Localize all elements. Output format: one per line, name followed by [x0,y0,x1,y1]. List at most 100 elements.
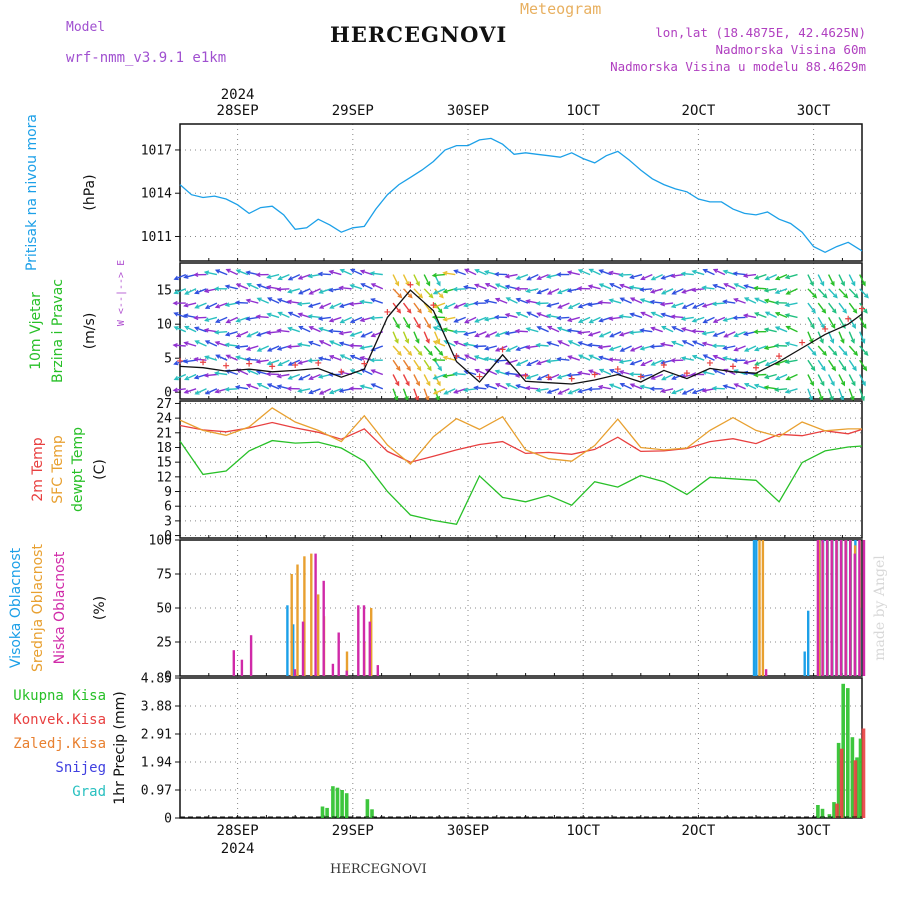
wind-vector-head [763,287,769,293]
wind-vector [610,283,622,290]
wind-vector [433,388,440,401]
wind-vector-head [194,340,200,345]
wind-vector [392,359,401,371]
wind-vector-head [691,354,698,360]
wind-vector-head [276,298,283,303]
wind-vector-head [245,346,252,351]
wind-vector-head [821,366,826,372]
wind-vector-head [650,361,656,366]
wind-vector [350,268,363,276]
wind-vector-head [743,331,749,336]
precip-bar-0 [846,688,850,818]
wind-vector [185,288,197,295]
wind-vector-head [404,396,409,402]
wind-vector-head [349,369,355,374]
wind-vector-head [425,281,431,287]
bottom-date-label: 2OCT [682,823,716,839]
wind-vector-head [681,289,687,294]
precip-bar-1 [861,728,866,818]
wind-vector-head [394,338,399,344]
wind-vector-head [407,350,413,357]
wind-vector-head [442,288,448,294]
wind-gust-marker [499,346,506,353]
wind-gust-marker [706,359,713,366]
wind-vector [650,288,663,293]
wind-vector [215,341,228,347]
wind-vector [184,359,197,363]
wind-vector-head [690,328,697,334]
wind-vector [547,388,560,394]
wind-vector-head [504,284,510,290]
wind-vector-head [484,383,490,389]
wind-vector-head [680,271,686,277]
wind-vector [433,302,446,308]
pressure-axis-label: Pritisak na nivou mora [24,114,40,271]
wind-vector [848,345,858,356]
wind-vector [807,331,814,343]
wind-vector [620,284,632,290]
precip-bar-0 [858,738,863,818]
wind-vector [474,283,487,290]
wind-vector-head [577,318,584,323]
wind-vector-head [598,368,605,373]
wind-vector [785,359,798,363]
wind-vector [225,302,238,306]
wind-vector-head [317,356,324,361]
wind-gust-marker [799,339,806,346]
wind-vector [443,373,456,378]
bottom-date-label: 30SEP [447,823,489,839]
wind-vector [661,388,674,393]
wind-vector [246,316,259,320]
wind-vector-head [577,354,584,359]
cloud-bar-2 [331,663,335,676]
wind-vector-head [577,303,583,309]
wind-vector [257,383,269,390]
wind-vector-head [712,268,719,274]
wind-gust-marker [361,360,368,367]
bottom-date-label: 28SEP [217,823,259,839]
wind-vector [692,288,705,291]
wind-gust-marker [269,363,276,370]
wind-vector-head [416,323,421,329]
wind-vector-head [504,330,510,336]
wind-vector [536,359,549,365]
wind-vector [308,273,321,278]
y-tick-label: 0 [164,812,172,827]
wind-vector [640,329,653,333]
wind-vector [619,331,632,336]
y-tick-label: 3 [164,514,172,529]
wind-vector [807,345,817,356]
temp-unit-label: (C) [92,459,108,480]
wind-vector [360,270,373,276]
wind-vector-head [535,301,541,306]
wind-vector-head [608,383,615,388]
wind-vector-head [473,300,479,306]
cloud-bar-0 [752,540,756,676]
wind-gust-marker [292,362,299,368]
wind-vector [216,354,228,361]
wind-vector [630,273,643,279]
wind-vector-head [733,383,739,388]
wind-vector-head [785,325,791,331]
wind-vector [661,343,674,347]
wind-vector-head [831,308,837,314]
wind-vector-head [784,341,790,347]
cloud-bar-2 [849,540,852,676]
wind-vector [775,359,788,366]
wind-vector [589,354,601,361]
wind-vector [713,331,726,337]
cloud-bar-2 [368,621,371,676]
wind-vector-head [442,327,448,333]
wind-vector [723,345,736,350]
wind-vector-head [184,290,190,295]
wind-vector-head [723,333,729,338]
wind-vector [692,302,705,309]
wind-vector-head [505,383,511,388]
wind-vector [360,385,373,390]
y-tick-label: 6 [164,500,172,515]
wind-vector [225,388,238,391]
wind-vector [702,286,715,290]
wind-vector [630,313,643,319]
wind-vector [350,302,363,305]
wind-vector [641,311,653,319]
